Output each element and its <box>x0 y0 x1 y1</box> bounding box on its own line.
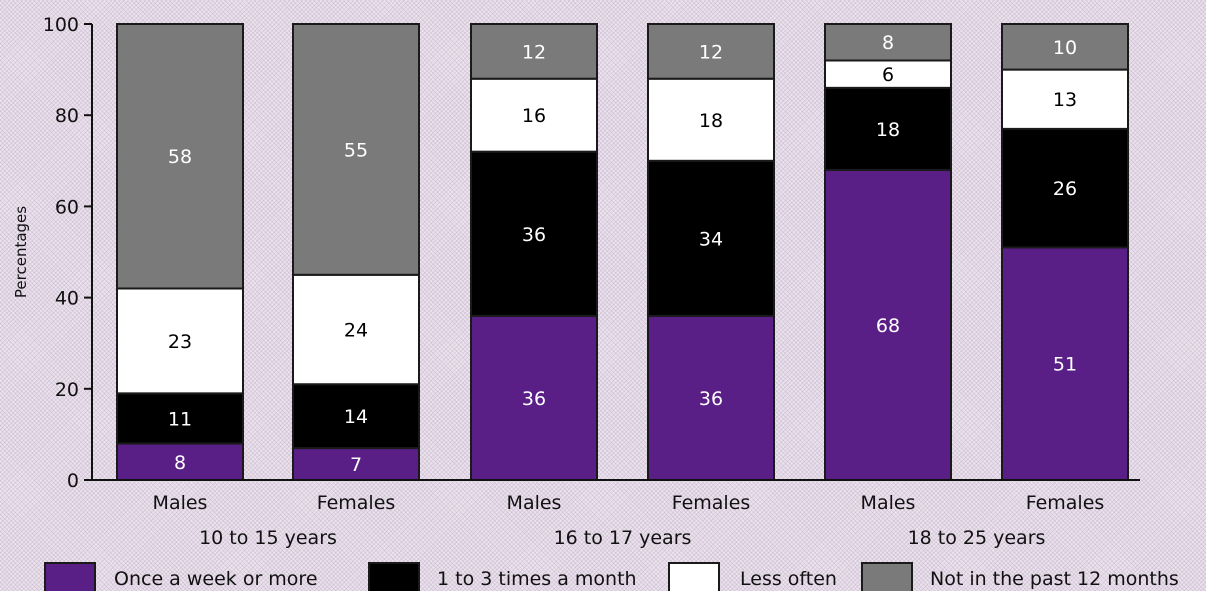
y-tick-label: 0 <box>67 470 79 492</box>
data-label: 16 <box>522 105 546 127</box>
x-tick-label: Males <box>507 492 562 514</box>
bar-segment <box>470 150 598 317</box>
data-label: 36 <box>522 388 546 410</box>
legend-label: Once a week or more <box>114 568 318 590</box>
group-label: 16 to 17 years <box>554 527 692 549</box>
bar-segment <box>116 392 244 445</box>
bar-segment <box>1001 68 1129 130</box>
data-label: 26 <box>1053 178 1077 200</box>
data-label: 18 <box>699 110 723 132</box>
data-label: 10 <box>1053 37 1077 59</box>
legend-label: Less often <box>740 568 837 590</box>
bar-segment <box>292 273 420 386</box>
y-tick-label: 20 <box>55 379 79 401</box>
data-label: 6 <box>882 64 894 86</box>
data-label: 36 <box>522 224 546 246</box>
data-label: 36 <box>699 388 723 410</box>
labels-layer: 8 11 23 58 Males 7 14 24 55 Females 36 36 16 12 Males 3… <box>153 32 1105 549</box>
x-tick-label: Males <box>861 492 916 514</box>
legend-swatch <box>668 562 720 591</box>
data-label: 12 <box>699 41 723 63</box>
bar-segment <box>647 77 775 162</box>
legend-label: 1 to 3 times a month <box>437 568 637 590</box>
data-label: 68 <box>876 315 900 337</box>
bar-segment <box>1001 246 1129 481</box>
data-label: 8 <box>174 452 186 474</box>
x-tick-label: Females <box>1026 492 1105 514</box>
bar-segment <box>824 168 952 481</box>
data-label: 12 <box>522 41 546 63</box>
y-axis-label: Percentages <box>12 206 30 298</box>
bar-segment <box>116 23 244 290</box>
x-tick-label: Females <box>317 492 396 514</box>
y-tick-label: 40 <box>55 288 79 310</box>
bar-segment <box>1001 23 1129 71</box>
data-label: 8 <box>882 32 894 54</box>
y-tick-label: 60 <box>55 196 79 218</box>
data-label: 55 <box>344 139 368 161</box>
data-label: 14 <box>344 406 368 428</box>
data-label: 13 <box>1053 89 1077 111</box>
legend-swatch <box>368 562 420 591</box>
data-label: 24 <box>344 320 368 342</box>
data-label: 11 <box>168 408 192 430</box>
bar-segment <box>292 23 420 276</box>
bar-segment <box>470 77 598 153</box>
axis-layer: 0 20 40 60 80 100 <box>43 14 1140 492</box>
bar-segment <box>470 23 598 80</box>
bar-segment <box>824 23 952 62</box>
bar-segment <box>824 86 952 171</box>
bar-segment <box>292 383 420 450</box>
bar-segment <box>647 23 775 80</box>
legend: Once a week or more 1 to 3 times a month L… <box>44 562 1179 591</box>
bar-segment <box>116 442 244 481</box>
data-label: 7 <box>350 454 362 476</box>
data-label: 58 <box>168 146 192 168</box>
group-label: 18 to 25 years <box>908 527 1046 549</box>
x-tick-label: Males <box>153 492 208 514</box>
legend-swatch <box>861 562 913 591</box>
y-tick-label: 100 <box>43 14 79 36</box>
data-label: 18 <box>876 119 900 141</box>
legend-label: Not in the past 12 months <box>930 568 1179 590</box>
data-label: 34 <box>699 228 723 250</box>
legend-swatch <box>44 562 96 591</box>
x-tick-label: Females <box>672 492 751 514</box>
data-label: 23 <box>168 331 192 353</box>
bar-segment <box>824 59 952 89</box>
data-label: 51 <box>1053 354 1077 376</box>
group-label: 10 to 15 years <box>199 527 337 549</box>
bars-layer <box>116 23 1129 481</box>
y-tick-label: 80 <box>55 105 79 127</box>
